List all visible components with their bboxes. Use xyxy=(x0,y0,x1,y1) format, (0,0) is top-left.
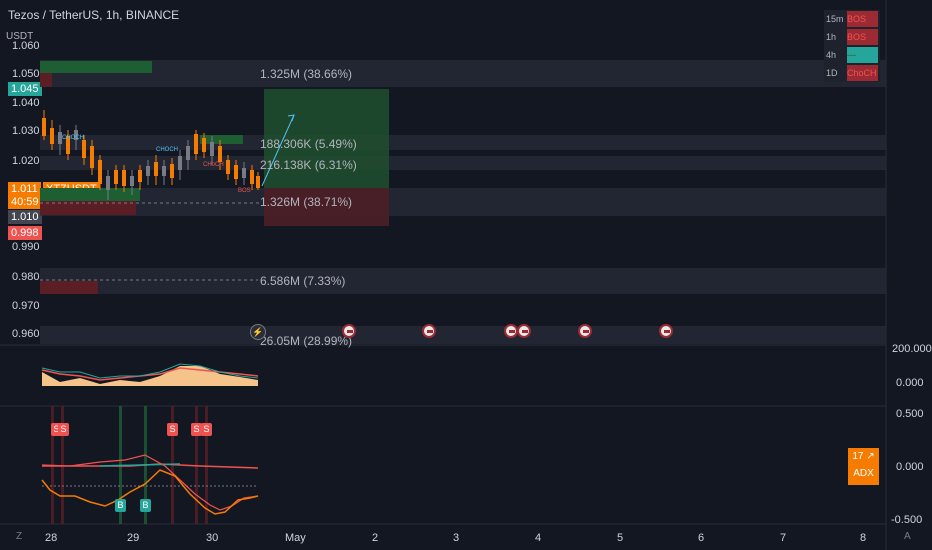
sell-signal: S xyxy=(167,423,178,436)
volume-label: 1.326M (38.71%) xyxy=(260,195,353,209)
oscillator-pane xyxy=(41,363,259,386)
chart-title[interactable]: Tezos / TetherUS, 1h, BINANCE xyxy=(8,8,180,22)
bos-label: BOS xyxy=(238,188,251,194)
time-tick: 30 xyxy=(206,532,219,544)
volume-label: 26.05M (28.99%) xyxy=(260,334,353,348)
sell-signal: S xyxy=(201,423,212,436)
countdown-label: 40:59 xyxy=(8,195,42,209)
lightning-icon[interactable]: ⚡ xyxy=(250,324,266,340)
auto-scale-button[interactable]: A xyxy=(904,531,911,542)
time-tick: 3 xyxy=(453,532,460,544)
buy-signal: B xyxy=(140,499,151,512)
mtf-timeframe: 4h xyxy=(826,50,837,60)
order-block-bull xyxy=(40,188,140,201)
arrow-head xyxy=(287,114,295,122)
order-block-bear xyxy=(40,73,52,87)
mtf-status: ChoCH xyxy=(847,65,878,81)
volume-label: 1.325M (38.66%) xyxy=(260,67,353,81)
us-flag-icon[interactable] xyxy=(659,324,673,338)
adx-pane xyxy=(41,406,259,524)
adx-value: 17 ↗ xyxy=(852,451,875,462)
mtf-status: BOS (1) xyxy=(847,11,878,40)
price-tick: 1.060 xyxy=(12,40,40,52)
mtf-timeframe: 1h xyxy=(826,32,837,42)
mtf-status: BOS (1) xyxy=(847,29,878,58)
us-flag-icon[interactable] xyxy=(342,324,356,338)
time-tick: 29 xyxy=(127,532,140,544)
choch-label: CHoCH xyxy=(203,162,224,168)
volume-band xyxy=(40,60,886,87)
choch-label: CHOCH xyxy=(156,147,178,153)
choch-label: CHOCH xyxy=(62,135,84,141)
volume-label: 6.586M (7.33%) xyxy=(260,274,346,288)
mtf-table: 15m BOS (1) 1h BOS (1) 4h --- 1D ChoCH xyxy=(824,10,880,82)
currency-label: USDT xyxy=(6,31,34,42)
grey-price-label: 1.010 xyxy=(8,210,42,224)
adx-tick: 0.000 xyxy=(896,461,924,473)
volume-band xyxy=(40,156,886,170)
price-tick: 1.030 xyxy=(12,125,40,137)
sell-signal: S xyxy=(58,423,69,436)
adx-tick: -0.500 xyxy=(891,514,923,526)
volume-band xyxy=(40,135,886,150)
mtf-timeframe: 15m xyxy=(826,14,844,24)
time-tick: 7 xyxy=(780,532,787,544)
order-block-bear xyxy=(40,281,98,294)
us-flag-icon[interactable] xyxy=(504,324,518,338)
oscillator-tick: 200.000 xyxy=(892,343,932,355)
order-block-bull xyxy=(200,135,243,144)
price-tick: 0.980 xyxy=(12,271,40,283)
adx-badge: 17 ↗ ADX xyxy=(848,448,879,485)
time-tick: 5 xyxy=(617,532,624,544)
order-block-bull xyxy=(40,61,152,73)
volume-band xyxy=(40,326,886,344)
us-flag-icon[interactable] xyxy=(517,324,531,338)
volume-band xyxy=(40,188,886,216)
candles xyxy=(42,110,260,200)
sell-signal: S xyxy=(191,423,202,436)
price-tick: 0.960 xyxy=(12,328,40,340)
us-flag-icon[interactable] xyxy=(422,324,436,338)
projection-arrow xyxy=(261,114,295,187)
time-tick: 2 xyxy=(372,532,379,544)
oscillator-tick: 0.000 xyxy=(896,377,924,389)
volume-band xyxy=(40,268,886,294)
current-price-label: 1.011 xyxy=(8,182,41,196)
time-tick: 6 xyxy=(698,532,705,544)
volume-label: 188.306K (5.49%) xyxy=(260,137,357,151)
time-tick: 28 xyxy=(45,532,58,544)
adx-label: ADX xyxy=(853,468,874,479)
adx-tick: 0.500 xyxy=(896,408,924,420)
price-tick: 1.040 xyxy=(12,97,40,109)
red-price-label: 0.998 xyxy=(8,226,42,240)
green-price-label: 1.045 xyxy=(8,82,42,96)
long-position-stop xyxy=(264,188,389,226)
price-tick: 1.050 xyxy=(12,68,40,80)
buy-signal: B xyxy=(115,499,126,512)
zoom-icon[interactable]: Z xyxy=(16,531,23,542)
order-block-bear xyxy=(40,201,136,215)
time-tick: 4 xyxy=(535,532,542,544)
time-tick: 8 xyxy=(860,532,867,544)
us-flag-icon[interactable] xyxy=(578,324,592,338)
price-tick: 0.990 xyxy=(12,241,40,253)
sell-signal: S xyxy=(51,423,62,436)
mtf-status: --- xyxy=(847,47,878,63)
volume-label: 216.138K (6.31%) xyxy=(260,158,357,172)
long-position-target xyxy=(264,89,389,188)
time-tick: May xyxy=(285,532,306,544)
price-tick: 1.020 xyxy=(12,155,40,167)
mtf-timeframe: 1D xyxy=(826,68,838,78)
price-tick: 0.970 xyxy=(12,300,40,312)
